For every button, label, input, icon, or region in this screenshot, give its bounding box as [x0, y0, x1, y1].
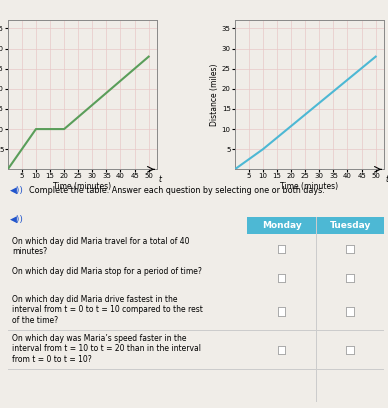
- Text: Tuesday: Tuesday: [329, 221, 371, 230]
- Y-axis label: Distance (miles): Distance (miles): [210, 64, 219, 126]
- Text: On which day was Maria’s speed faster in the
interval from t = 10 to t = 20 than: On which day was Maria’s speed faster in…: [12, 334, 201, 364]
- Text: ◀)): ◀)): [10, 186, 24, 195]
- X-axis label: Time (minutes): Time (minutes): [54, 182, 111, 191]
- Text: Complete the table. Answer each question by selecting one or both days.: Complete the table. Answer each question…: [29, 186, 325, 195]
- Text: t: t: [386, 175, 388, 184]
- X-axis label: Time (minutes): Time (minutes): [281, 182, 338, 191]
- Text: On which day did Maria stop for a period of time?: On which day did Maria stop for a period…: [12, 267, 202, 276]
- Text: On which day did Maria drive fastest in the
interval from t = 0 to t = 10 compar: On which day did Maria drive fastest in …: [12, 295, 203, 325]
- Text: t: t: [159, 175, 161, 184]
- Text: ◀)): ◀)): [10, 215, 24, 224]
- Text: Monday: Monday: [262, 221, 301, 230]
- Text: On which day did Maria travel for a total of 40
minutes?: On which day did Maria travel for a tota…: [12, 237, 190, 256]
